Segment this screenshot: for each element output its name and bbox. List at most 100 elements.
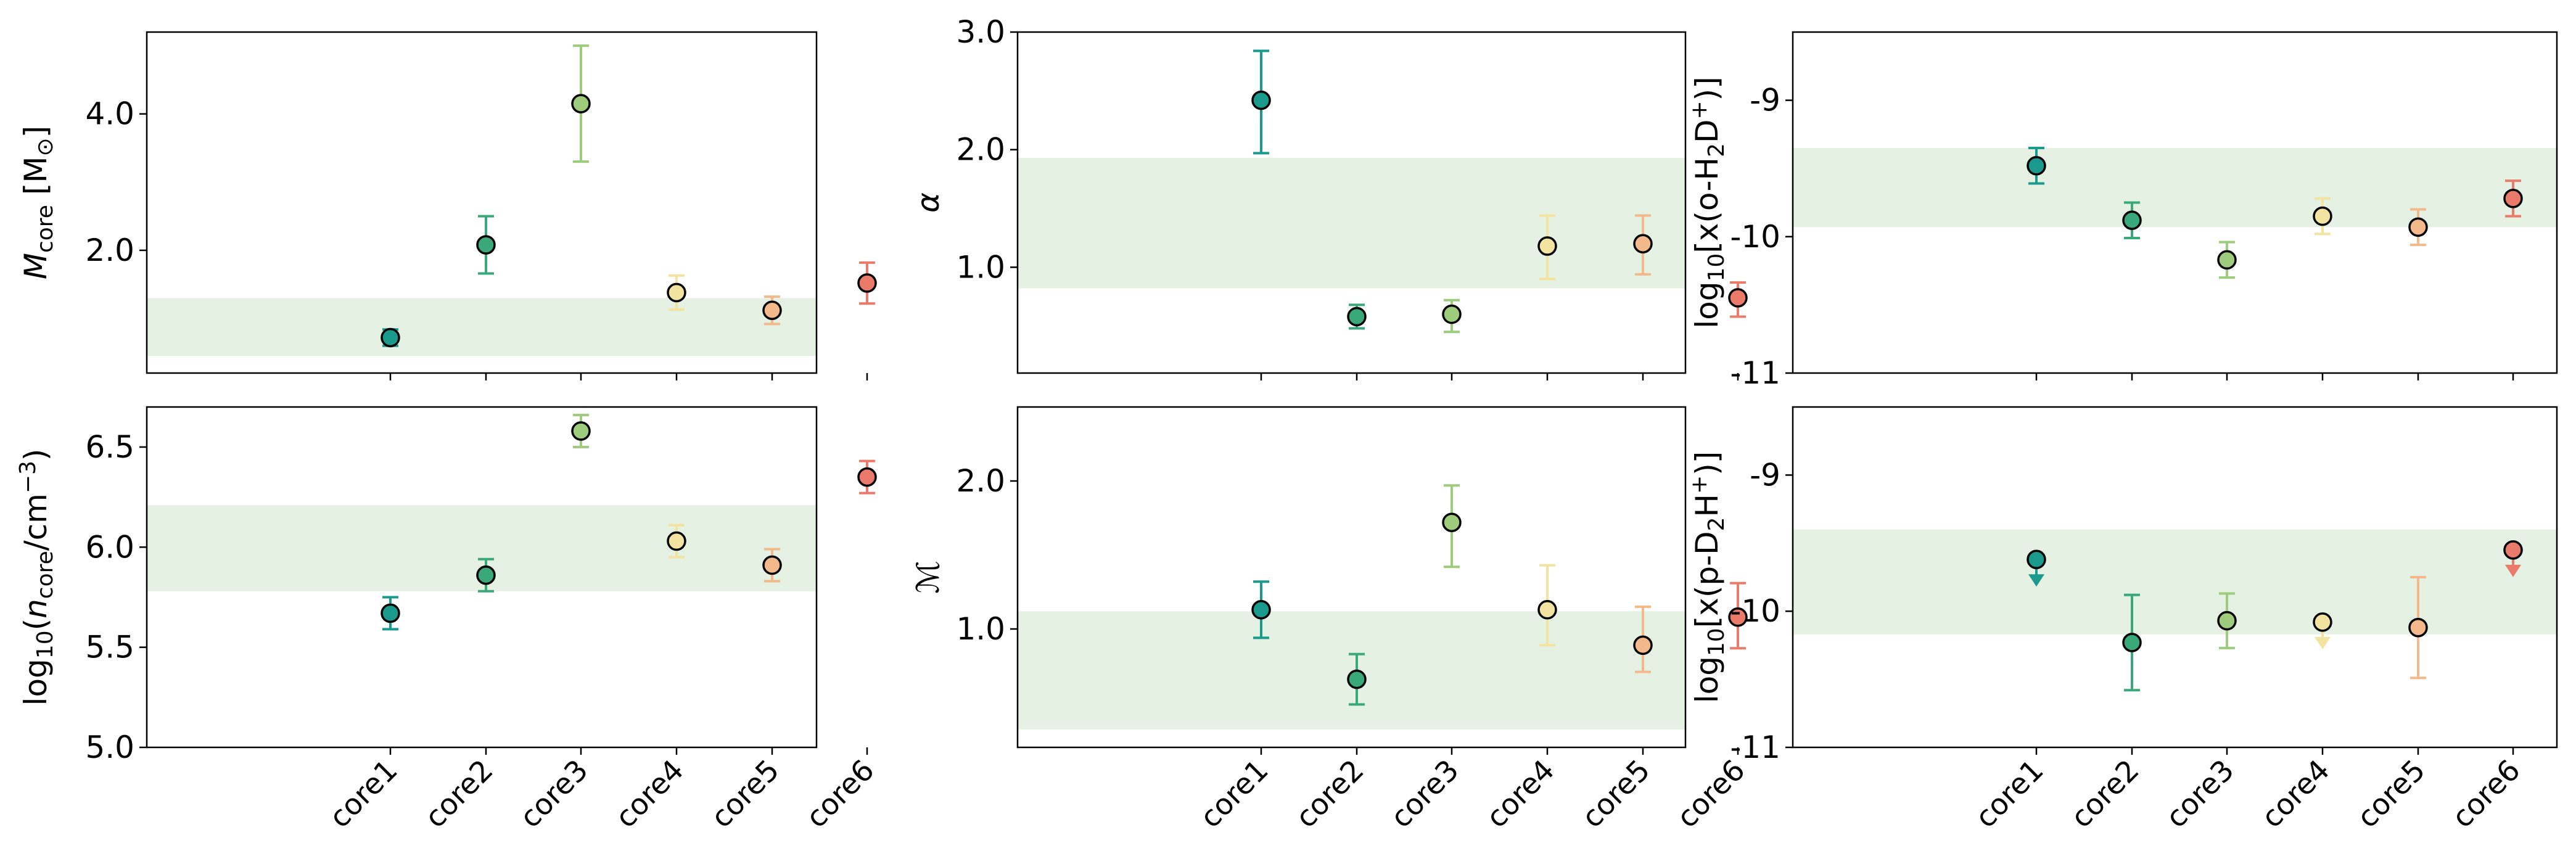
marker-core5 bbox=[1633, 635, 1653, 655]
marker-core4 bbox=[667, 531, 686, 551]
label-part: ( bbox=[18, 618, 54, 631]
y-tick-label: -10 bbox=[1730, 593, 1780, 629]
x-tick-label-core5: core5 bbox=[2350, 754, 2432, 835]
x-tick-label-core6: core6 bbox=[1670, 754, 1751, 835]
axes-frame bbox=[1016, 31, 1687, 374]
label-part: 10 bbox=[1704, 253, 1729, 282]
y-tick-label: 2.0 bbox=[85, 232, 134, 268]
label-part: ⊙ bbox=[33, 138, 58, 156]
label-part: + bbox=[1687, 101, 1712, 119]
axes-frame bbox=[146, 31, 818, 374]
label-part: log bbox=[1689, 281, 1725, 328]
marker-core2 bbox=[476, 235, 496, 255]
x-tick-label-core6: core6 bbox=[799, 754, 881, 835]
label-part: [M bbox=[18, 157, 54, 205]
y-tick-label: 4.0 bbox=[85, 96, 134, 132]
x-tick-label-core3: core3 bbox=[2159, 754, 2241, 835]
label-part: + bbox=[1687, 475, 1712, 494]
label-part: ℳ bbox=[910, 561, 946, 593]
label-part: n bbox=[18, 599, 54, 618]
y-axis-label: ℳ bbox=[910, 561, 946, 593]
label-part: 2 bbox=[1704, 143, 1729, 157]
y-tick-label: -9 bbox=[1750, 83, 1780, 118]
x-tick-label-core3: core3 bbox=[513, 754, 595, 835]
label-part: )] bbox=[1689, 451, 1725, 475]
upper-limit-arrow-core1 bbox=[2028, 574, 2044, 587]
marker-core5 bbox=[762, 555, 782, 575]
panel-alpha: 1.0 2.0 3.0 α bbox=[910, 14, 1748, 380]
y-tick-label: 2.0 bbox=[956, 463, 1005, 499]
x-tick-label-core5: core5 bbox=[704, 754, 786, 835]
label-part: M bbox=[18, 253, 54, 279]
y-axis-label: Mcore [M⊙] bbox=[18, 126, 58, 279]
marker-core2 bbox=[2122, 633, 2142, 652]
marker-core2 bbox=[2122, 210, 2142, 231]
marker-core1 bbox=[381, 603, 400, 623]
marker-core1 bbox=[1251, 90, 1271, 110]
y-axis-label: log10(ncore/cm−3) bbox=[15, 449, 58, 706]
y-tick-label: 1.0 bbox=[956, 249, 1005, 285]
y-axis-label: log10[x(p-D2H+)] bbox=[1687, 451, 1729, 704]
marker-core2 bbox=[1347, 306, 1367, 327]
marker-core4 bbox=[1537, 600, 1557, 620]
upper-limit-arrow-core4 bbox=[2315, 636, 2331, 649]
panel-pd2h: -11 -10 -9 core1 core2 core3 core4 core5 core6 lo… bbox=[1687, 406, 2558, 835]
marker-core4 bbox=[2313, 612, 2332, 632]
y-tick-label: -9 bbox=[1750, 457, 1780, 493]
marker-core6 bbox=[1728, 288, 1748, 308]
marker-core1 bbox=[2027, 549, 2046, 570]
label-part: 10 bbox=[33, 630, 58, 659]
x-tick-label-core1: core1 bbox=[323, 754, 404, 835]
label-part: H bbox=[1689, 494, 1725, 517]
x-tick-label-core4: core4 bbox=[2255, 754, 2336, 835]
marker-core6 bbox=[2503, 189, 2523, 208]
panel-mcore: 2.0 4.0 Mcore [M⊙] bbox=[18, 31, 877, 380]
y-tick-label: 6.0 bbox=[85, 529, 134, 565]
marker-core2 bbox=[476, 565, 496, 585]
label-part: D bbox=[1689, 119, 1725, 143]
marker-core3 bbox=[571, 421, 591, 441]
x-tick-label-core1: core1 bbox=[1193, 754, 1275, 835]
marker-core4 bbox=[667, 282, 686, 303]
label-part: core bbox=[33, 205, 58, 253]
range-band bbox=[1018, 611, 1685, 730]
y-tick-label: -11 bbox=[1730, 729, 1780, 765]
label-part: log bbox=[1689, 656, 1725, 703]
marker-core3 bbox=[1442, 512, 1462, 532]
axes-frame bbox=[1792, 406, 2558, 749]
y-tick-label: 5.0 bbox=[85, 729, 134, 765]
marker-core6 bbox=[857, 273, 877, 293]
label-part: [x(o-H bbox=[1689, 157, 1725, 253]
marker-core4 bbox=[2313, 206, 2332, 226]
axes-frame bbox=[1016, 406, 1687, 749]
marker-core6 bbox=[857, 467, 877, 487]
label-part: α bbox=[910, 192, 946, 213]
marker-core1 bbox=[381, 327, 400, 348]
y-tick-label: 2.0 bbox=[956, 132, 1005, 168]
x-tick-label-core4: core4 bbox=[1479, 754, 1561, 835]
marker-core6 bbox=[1728, 607, 1748, 627]
panel-mach: 1.0 2.0 core1 core2 core3 core4 core5 core6 ℳ bbox=[910, 406, 1751, 835]
marker-core5 bbox=[1633, 234, 1653, 253]
panel-oh2d: -11 -10 -9 log10[x(o-H2D+)] bbox=[1687, 31, 2558, 391]
x-tick-label-core2: core2 bbox=[418, 754, 500, 835]
axes-frame bbox=[1792, 31, 2558, 374]
label-part: ) bbox=[18, 449, 54, 461]
upper-limit-arrow-core6 bbox=[2505, 564, 2521, 577]
range-band bbox=[147, 298, 817, 356]
y-tick-label: -10 bbox=[1730, 219, 1780, 255]
marker-core4 bbox=[1537, 236, 1557, 256]
y-tick-label: 5.5 bbox=[85, 630, 134, 665]
marker-core2 bbox=[1347, 669, 1367, 689]
marker-core3 bbox=[571, 94, 591, 113]
y-axis-label: α bbox=[910, 192, 946, 213]
y-tick-label: 1.0 bbox=[956, 611, 1005, 647]
x-tick-label-core6: core6 bbox=[2445, 754, 2527, 835]
label-part: 2 bbox=[1704, 517, 1729, 531]
marker-core3 bbox=[2217, 250, 2237, 270]
x-tick-label-core1: core1 bbox=[1969, 754, 2050, 835]
axes-frame bbox=[146, 406, 818, 749]
marker-core1 bbox=[2027, 156, 2046, 176]
y-axis-label: log10[x(o-H2D+)] bbox=[1687, 76, 1729, 328]
